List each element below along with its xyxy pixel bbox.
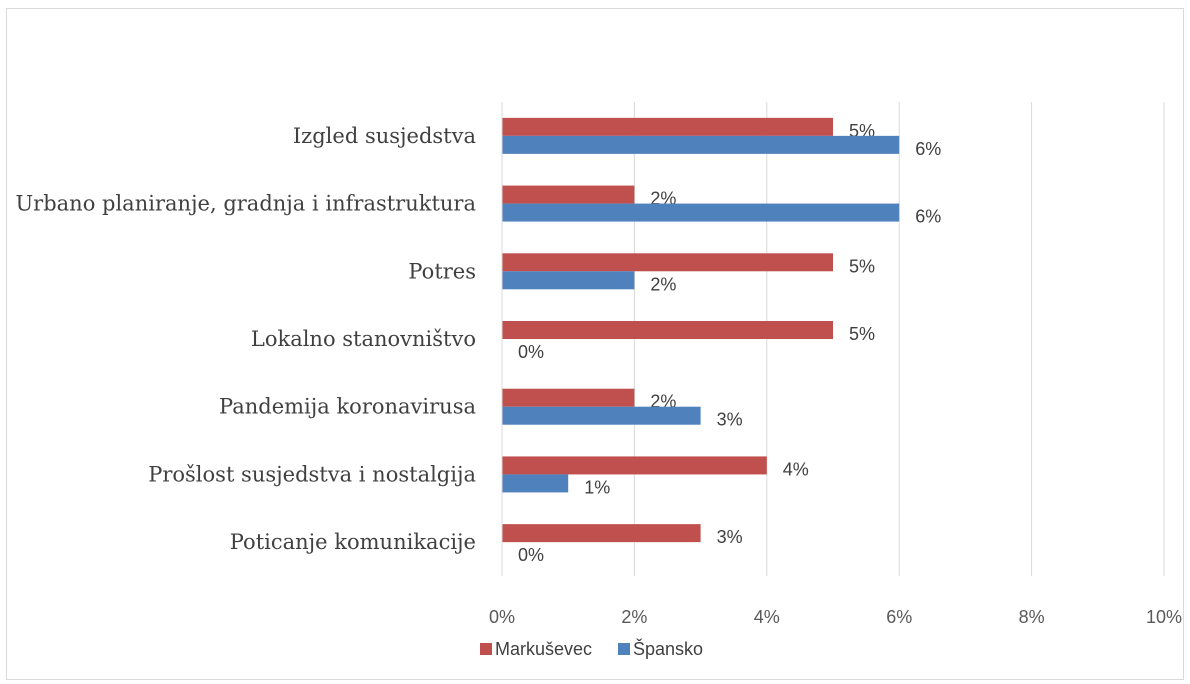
legend-swatch-spansko bbox=[618, 643, 630, 655]
bar-spansko bbox=[502, 474, 569, 493]
data-label: 4% bbox=[783, 459, 809, 479]
x-tick-label: 4% bbox=[754, 607, 780, 627]
x-tick-label: 8% bbox=[1019, 607, 1045, 627]
legend-label: Markuševec bbox=[495, 639, 592, 659]
legend-swatch-markusevec bbox=[480, 643, 492, 655]
data-label: 2% bbox=[650, 274, 676, 294]
bar-markusevec bbox=[502, 185, 635, 204]
bar-spansko bbox=[502, 406, 701, 425]
x-tick-label: 0% bbox=[489, 607, 515, 627]
bar-markusevec bbox=[502, 117, 833, 136]
bar-markusevec bbox=[502, 456, 767, 475]
category-label: Urbano planiranje, gradnja i infrastrukt… bbox=[15, 192, 476, 216]
data-label: 3% bbox=[717, 527, 743, 547]
bar-markusevec bbox=[502, 321, 833, 339]
category-label: Izgled susjedstva bbox=[293, 124, 476, 148]
x-tick-label: 10% bbox=[1146, 607, 1182, 627]
bar-spansko bbox=[502, 203, 900, 222]
data-label: 5% bbox=[849, 324, 875, 344]
category-label: Prošlost susjedstva i nostalgija bbox=[148, 462, 476, 486]
category-label: Poticanje komunikacije bbox=[230, 530, 476, 554]
category-label: Pandemija koronavirusa bbox=[219, 395, 476, 419]
data-label: 5% bbox=[849, 256, 875, 276]
data-label: 3% bbox=[717, 410, 743, 430]
bar-markusevec bbox=[502, 388, 635, 407]
x-tick-label: 2% bbox=[621, 607, 647, 627]
x-tick-label: 6% bbox=[886, 607, 912, 627]
bar-spansko bbox=[502, 135, 900, 154]
bar-markusevec bbox=[502, 524, 701, 543]
data-label: 0% bbox=[518, 342, 544, 362]
bar-markusevec bbox=[502, 253, 833, 272]
bar-spansko bbox=[502, 271, 635, 290]
data-label: 1% bbox=[584, 477, 610, 497]
data-label: 6% bbox=[915, 139, 941, 159]
data-label: 6% bbox=[915, 207, 941, 227]
data-label: 0% bbox=[518, 545, 544, 565]
category-label: Lokalno stanovništvo bbox=[251, 327, 476, 351]
legend-label: Špansko bbox=[633, 638, 703, 659]
category-label: Potres bbox=[408, 259, 476, 283]
